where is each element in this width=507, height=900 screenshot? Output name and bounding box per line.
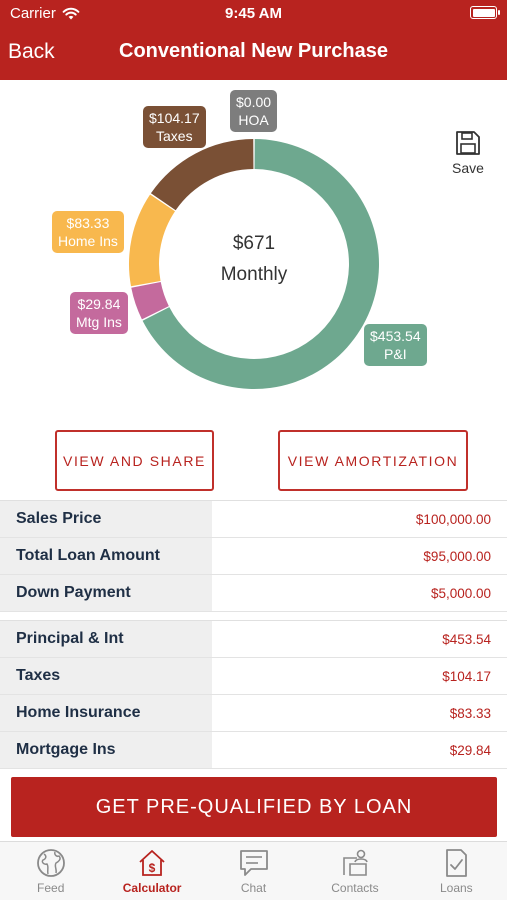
status-time: 9:45 AM <box>225 5 282 22</box>
callout-home-ins: $83.33 Home Ins <box>52 211 124 253</box>
save-label: Save <box>452 160 484 176</box>
callout-taxes-label: Taxes <box>156 128 193 144</box>
row-value: $95,000.00 <box>212 538 507 574</box>
callout-hoa: $0.00 HOA <box>230 90 278 132</box>
row-value: $83.33 <box>212 695 507 731</box>
row-value: $100,000.00 <box>212 501 507 537</box>
row-label: Home Insurance <box>0 695 212 731</box>
table-row: Taxes $104.17 <box>0 658 507 695</box>
row-value: $104.17 <box>212 658 507 694</box>
tab-label: Calculator <box>122 881 182 895</box>
globe-icon <box>36 849 65 877</box>
back-button[interactable]: Back <box>8 40 55 63</box>
callout-mtg-ins: $29.84 Mtg Ins <box>70 292 128 334</box>
app-header: Carrier 9:45 AM Back Conventional New Pu… <box>0 0 507 80</box>
payment-donut-chart <box>129 139 379 389</box>
table-row: Total Loan Amount $95,000.00 <box>0 538 507 575</box>
row-value: $453.54 <box>212 621 507 657</box>
row-label: Mortgage Ins <box>0 732 212 768</box>
table-row: Mortgage Ins $29.84 <box>0 732 507 769</box>
tab-label: Loans <box>439 881 473 895</box>
callout-mtg-ins-label: Mtg Ins <box>76 314 122 330</box>
donut-segment-home_ins <box>129 194 176 287</box>
loans-document-icon <box>446 849 468 877</box>
view-and-share-button[interactable]: VIEW AND SHARE <box>55 430 214 491</box>
contacts-icon <box>343 849 368 876</box>
row-label: Down Payment <box>0 575 212 611</box>
calculator-house-icon: $ <box>139 850 165 876</box>
tab-loans[interactable]: Loans <box>406 842 507 900</box>
monthly-label: Monthly <box>220 264 288 285</box>
tab-label: Contacts <box>331 881 379 895</box>
callout-taxes: $104.17 Taxes <box>143 106 206 148</box>
payment-breakdown-table: Principal & Int $453.54 Taxes $104.17 Ho… <box>0 620 507 769</box>
tab-feed[interactable]: Feed <box>0 842 101 900</box>
carrier-label: Carrier <box>10 5 56 22</box>
row-value: $5,000.00 <box>212 575 507 611</box>
view-amortization-button[interactable]: VIEW AMORTIZATION <box>278 430 468 491</box>
callout-pi: $453.54 P&I <box>364 324 427 366</box>
table-row: Down Payment $5,000.00 <box>0 575 507 612</box>
tab-calculator[interactable]: $ Calculator <box>101 842 202 900</box>
row-label: Taxes <box>0 658 212 694</box>
callout-home-ins-value: $83.33 <box>66 215 110 231</box>
callout-pi-value: $453.54 <box>370 328 421 344</box>
table-row: Home Insurance $83.33 <box>0 695 507 732</box>
svg-text:$: $ <box>149 861 156 875</box>
callout-mtg-ins-value: $29.84 <box>77 296 121 312</box>
row-value: $29.84 <box>212 732 507 768</box>
donut-segment-taxes <box>150 139 254 211</box>
tab-contacts[interactable]: Contacts <box>304 842 405 900</box>
monthly-total: $671 <box>232 233 276 254</box>
table-row: Sales Price $100,000.00 <box>0 501 507 538</box>
status-carrier: Carrier <box>10 5 80 22</box>
tab-bar: Feed $ Calculator Chat Contacts Loans <box>0 841 507 900</box>
page-title: Conventional New Purchase <box>119 40 388 62</box>
callout-taxes-value: $104.17 <box>149 110 200 126</box>
tab-chat[interactable]: Chat <box>203 842 304 900</box>
callout-pi-label: P&I <box>384 346 407 362</box>
row-label: Sales Price <box>0 501 212 537</box>
loan-details-table: Sales Price $100,000.00 Total Loan Amoun… <box>0 500 507 612</box>
save-icon <box>456 131 480 155</box>
donut-segment-mtg_ins <box>131 282 169 320</box>
tab-label: Chat <box>240 881 267 895</box>
callout-hoa-value: $0.00 <box>236 94 272 110</box>
save-button[interactable]: Save <box>446 130 490 176</box>
battery-icon <box>470 6 500 19</box>
chat-icon <box>239 850 268 876</box>
get-prequalified-button[interactable]: GET PRE-QUALIFIED BY LOAN <box>11 777 497 837</box>
table-row: Principal & Int $453.54 <box>0 621 507 658</box>
wifi-icon <box>62 7 80 20</box>
callout-home-ins-label: Home Ins <box>58 233 118 249</box>
tab-label: Feed <box>37 881 65 895</box>
row-label: Total Loan Amount <box>0 538 212 574</box>
row-label: Principal & Int <box>0 621 212 657</box>
callout-hoa-label: HOA <box>238 112 269 128</box>
